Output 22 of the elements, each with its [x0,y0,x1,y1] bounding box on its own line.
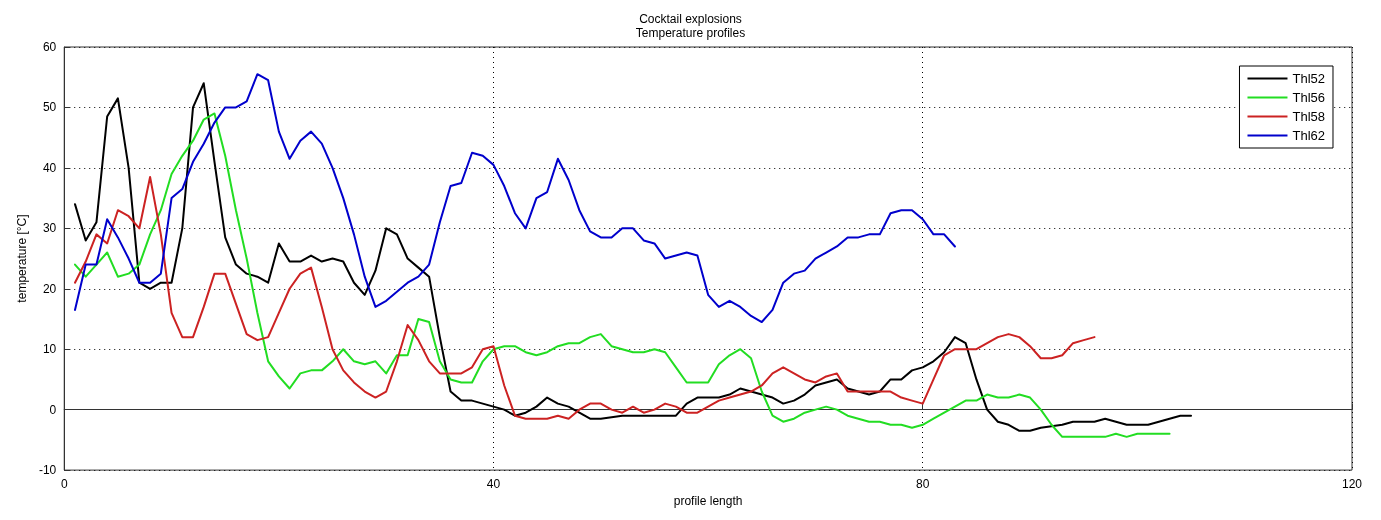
legend-label: Thl62 [1292,128,1326,143]
y-tick-label: 40 [42,160,57,175]
y-tick-label: 30 [42,221,57,236]
chart-title: Cocktail explosions [639,12,742,26]
x-tick-label: 0 [60,477,68,492]
legend-label: Thl58 [1292,109,1326,124]
legend-label: Thl56 [1292,90,1326,105]
chart-subtitle: Temperature profiles [635,26,746,40]
line-series [73,73,956,324]
y-tick-label: 50 [42,100,57,115]
x-tick-label: 80 [916,477,930,492]
y-tick-label: 0 [49,402,57,417]
y-tick-label: -10 [38,463,57,478]
x-tick-label: 40 [486,477,501,492]
legend-label: Thl52 [1292,71,1326,86]
y-tick-label: 20 [42,281,57,296]
line-series [73,175,1096,420]
y-axis-title: temperature [°C] [15,214,29,303]
x-tick-label: 120 [1341,477,1363,492]
y-tick-label: 10 [42,342,57,357]
x-axis-title: profile length [673,494,743,508]
y-tick-label: 60 [42,40,57,54]
